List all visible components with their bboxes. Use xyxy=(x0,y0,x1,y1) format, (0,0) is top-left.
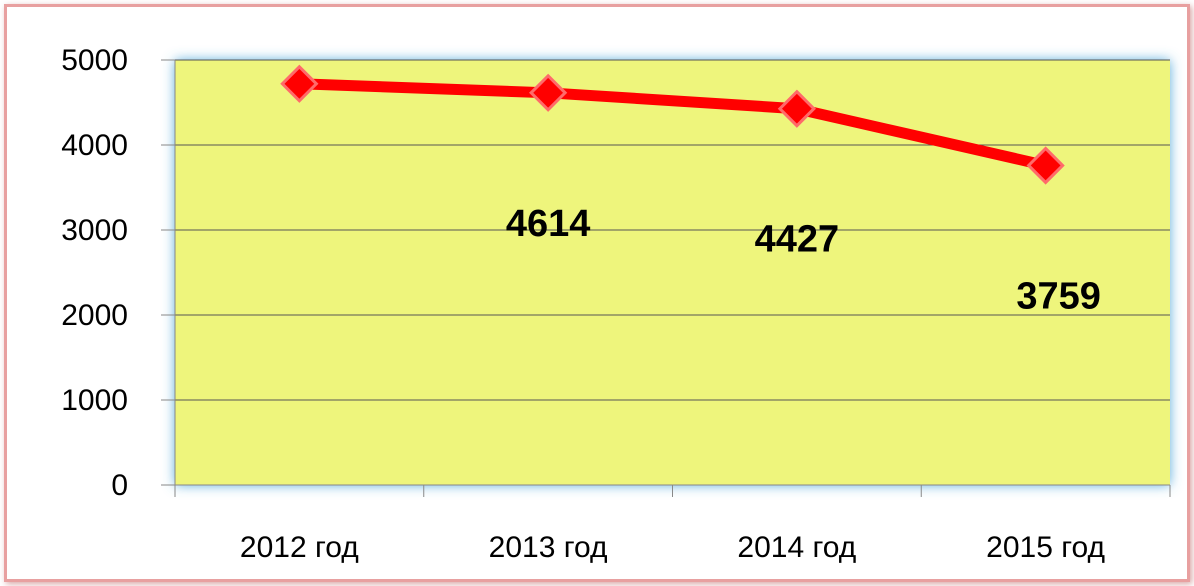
y-tick-label: 2000 xyxy=(61,299,128,332)
y-tick-label: 0 xyxy=(111,469,128,502)
data-label: 3759 xyxy=(1016,276,1101,318)
data-label: 4427 xyxy=(755,219,840,261)
y-tick-label: 5000 xyxy=(61,44,128,77)
y-tick-label: 4000 xyxy=(61,129,128,162)
line xyxy=(299,78,1047,171)
marker xyxy=(777,89,816,128)
x-tick-label: 2014 год xyxy=(737,531,856,564)
y-tick-label: 3000 xyxy=(61,214,128,247)
marker xyxy=(280,64,319,103)
plot-area xyxy=(175,60,1170,485)
x-tick-label: 2012 год xyxy=(240,531,359,564)
data-label: 4614 xyxy=(506,203,591,245)
marker xyxy=(529,73,568,112)
y-tick-label: 1000 xyxy=(61,384,128,417)
x-tick-label: 2015 год xyxy=(986,531,1105,564)
x-tick-label: 2013 год xyxy=(489,531,608,564)
marker xyxy=(1026,146,1065,185)
